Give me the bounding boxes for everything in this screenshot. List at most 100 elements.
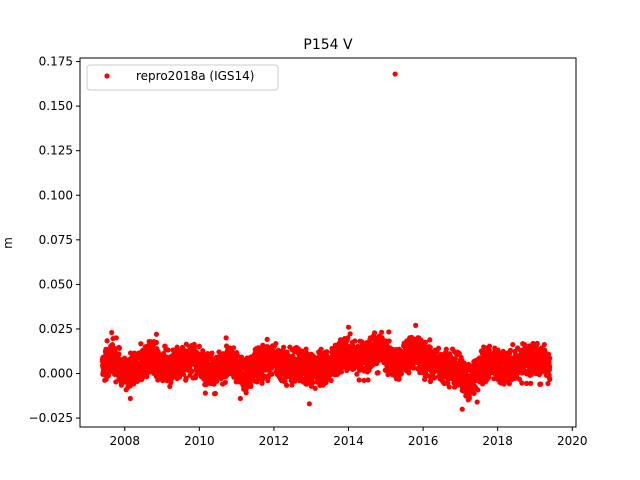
data-point: [427, 344, 433, 351]
data-point: [446, 384, 452, 390]
x-tick-label: 2018: [482, 434, 513, 448]
y-tick-label: 0.000: [39, 367, 73, 381]
data-point: [181, 371, 187, 377]
data-point: [528, 380, 534, 386]
data-point: [104, 338, 110, 344]
data-point: [413, 322, 419, 328]
data-point: [127, 395, 133, 402]
data-point: [506, 381, 513, 387]
data-point: [396, 376, 402, 382]
data-point: [109, 329, 115, 336]
data-point: [222, 379, 228, 386]
x-tick-label: 2010: [184, 434, 215, 448]
data-point: [292, 378, 298, 384]
data-point: [486, 343, 493, 349]
data-point: [474, 399, 480, 405]
legend: repro2018a (IGS14): [86, 64, 279, 91]
data-point: [443, 346, 449, 352]
data-point: [345, 324, 352, 330]
data-point: [392, 71, 398, 77]
data-point: [191, 341, 197, 347]
data-point: [160, 378, 166, 384]
data-point: [281, 344, 287, 350]
data-point: [507, 347, 514, 353]
data-point: [375, 370, 381, 376]
y-tick-label: 0.175: [39, 55, 73, 69]
data-point: [168, 380, 174, 386]
data-point: [116, 345, 123, 351]
x-tick-label: 2014: [333, 434, 364, 448]
data-point: [328, 377, 334, 384]
data-point: [318, 346, 324, 352]
y-tick-label: 0.125: [39, 144, 73, 158]
legend-box: [86, 64, 279, 91]
data-point: [475, 387, 481, 393]
data-point: [248, 383, 254, 389]
data-point: [283, 382, 290, 388]
data-point: [165, 347, 171, 353]
data-point: [155, 377, 161, 383]
data-point: [153, 339, 160, 346]
y-tick-label: 0.075: [39, 233, 73, 247]
data-point: [306, 401, 312, 407]
data-point: [202, 390, 208, 396]
data-point: [189, 368, 195, 374]
data-point: [303, 346, 309, 352]
data-point: [183, 341, 189, 347]
data-point: [234, 352, 240, 358]
data-point: [212, 390, 218, 397]
data-point: [547, 376, 553, 382]
data-point: [371, 330, 378, 336]
x-tick-label: 2016: [408, 434, 439, 448]
data-point: [356, 377, 362, 383]
data-point: [398, 371, 404, 377]
legend-label: repro2018a (IGS14): [136, 69, 254, 83]
data-point: [422, 339, 429, 345]
data-point: [386, 329, 392, 335]
data-point: [223, 335, 229, 341]
data-point: [196, 343, 202, 349]
data-points: [99, 71, 553, 412]
data-point: [427, 337, 433, 343]
data-point: [510, 341, 516, 348]
data-point: [237, 395, 243, 402]
data-point: [209, 350, 215, 356]
y-tick-label: 0.100: [39, 188, 73, 202]
data-point: [324, 349, 330, 355]
data-point: [289, 382, 295, 388]
data-point: [432, 375, 438, 381]
data-point: [538, 381, 544, 387]
data-point: [471, 390, 477, 397]
data-point: [216, 349, 222, 355]
x-tick-label: 2008: [109, 434, 140, 448]
data-point: [354, 371, 360, 377]
data-point: [547, 355, 553, 361]
data-point: [519, 380, 525, 386]
data-point: [259, 380, 265, 386]
data-point: [418, 337, 424, 343]
data-point: [347, 331, 353, 337]
y-tick-label: 0.150: [39, 99, 73, 113]
data-point: [406, 370, 412, 376]
data-point: [365, 377, 371, 383]
data-point: [461, 360, 467, 366]
data-point: [273, 340, 279, 347]
data-point: [379, 329, 385, 335]
data-point: [361, 377, 367, 384]
data-point: [524, 380, 530, 386]
data-point: [435, 345, 442, 351]
data-point: [243, 390, 249, 396]
x-tick-label: 2012: [259, 434, 290, 448]
plot-frame: [79, 57, 577, 428]
data-point: [310, 379, 316, 385]
data-point: [116, 351, 122, 357]
data-point: [541, 342, 547, 348]
data-point: [386, 338, 392, 344]
x-axis: 2008 2010 2012 2014 2016 2018 2020: [109, 427, 588, 448]
y-tick-label: 0.025: [39, 322, 73, 336]
data-point: [122, 355, 128, 361]
data-point: [183, 375, 189, 381]
data-point: [481, 344, 487, 350]
data-point: [138, 341, 144, 347]
